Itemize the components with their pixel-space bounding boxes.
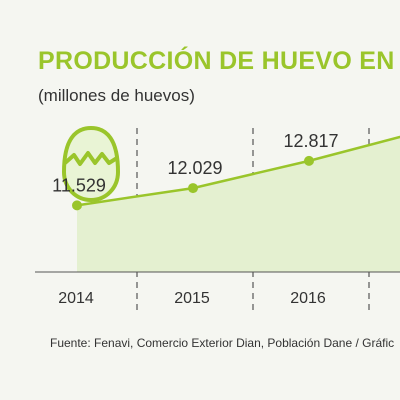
area-fill [77, 136, 400, 272]
x-tick-label: 2014 [58, 290, 94, 307]
cracked-egg-icon [61, 125, 121, 203]
data-point [72, 200, 82, 211]
series-line [76, 135, 400, 207]
data-label: 12.817 [283, 131, 338, 151]
x-tick-label: 2015 [174, 290, 210, 307]
chart-title: PRODUCCIÓN DE HUEVO EN [38, 47, 395, 75]
data-label: 11.529 [52, 175, 106, 195]
data-point [188, 183, 198, 194]
source-note: Fuente: Fenavi, Comercio Exterior Dian, … [50, 336, 395, 350]
data-label: 12.029 [167, 158, 222, 178]
data-point [304, 155, 314, 166]
chart-subtitle: (millones de huevos) [38, 86, 195, 105]
x-tick-label: 2016 [290, 290, 326, 307]
